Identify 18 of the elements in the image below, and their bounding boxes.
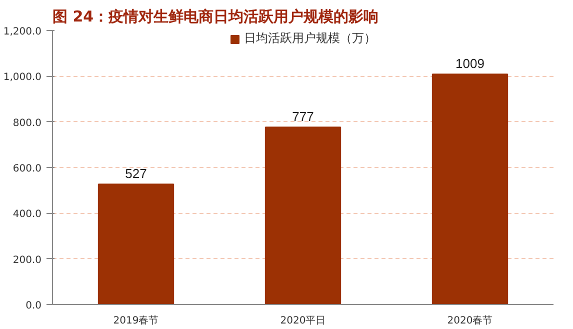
y-tick-label: 200.0 xyxy=(12,254,42,266)
x-tick-label: 2020平日 xyxy=(280,316,326,326)
data-label: 527 xyxy=(125,166,147,182)
y-tick-label: 1,200.0 xyxy=(3,26,42,38)
data-label: 1009 xyxy=(456,56,484,72)
y-tick-label: 600.0 xyxy=(12,164,42,174)
bar xyxy=(432,74,508,304)
chart-title: 图 24：疫情对生鲜电商日均活跃用户规模的影响 xyxy=(52,8,379,26)
x-tick-label: 2020春节 xyxy=(447,314,493,326)
legend-label: 日均活跃用户规模（万） xyxy=(244,30,376,47)
y-tick-label: 400.0 xyxy=(12,209,42,220)
bar xyxy=(98,184,174,304)
bar xyxy=(264,126,342,304)
x-tick-label: 2019春节 xyxy=(113,314,159,326)
data-label: 777 xyxy=(292,109,314,124)
y-tick-label: 1,000.0 xyxy=(3,72,42,84)
y-tick-label: 800.0 xyxy=(12,118,42,129)
y-tick-label: 0.0 xyxy=(26,300,42,312)
